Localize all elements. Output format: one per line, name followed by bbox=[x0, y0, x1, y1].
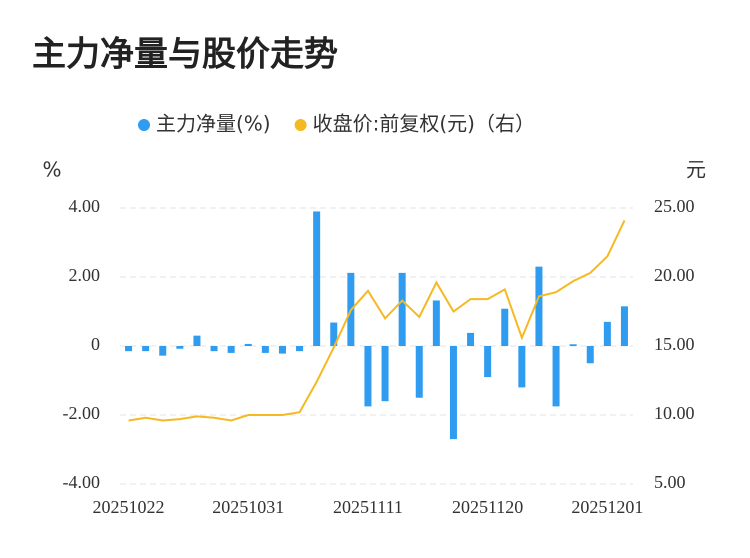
chart-title: 主力净量与股价走势 bbox=[32, 35, 338, 75]
bar bbox=[193, 335, 201, 346]
y-tick-label: -2.00 bbox=[63, 403, 101, 423]
bar bbox=[261, 346, 269, 353]
bar bbox=[518, 346, 526, 388]
bar bbox=[364, 346, 372, 407]
bar bbox=[449, 346, 457, 440]
y2-tick-label: 15.00 bbox=[654, 334, 695, 354]
price-line bbox=[128, 219, 626, 422]
bar bbox=[125, 346, 133, 352]
bar bbox=[586, 346, 594, 364]
y2-tick-label: 20.00 bbox=[654, 265, 695, 285]
bar bbox=[381, 346, 389, 402]
x-tick-label: 20251031 bbox=[212, 497, 284, 517]
x-tick-label: 20251201 bbox=[571, 497, 643, 517]
bar bbox=[227, 346, 235, 353]
bar bbox=[415, 346, 423, 398]
bar bbox=[569, 344, 577, 346]
bar bbox=[467, 332, 475, 346]
bar bbox=[535, 266, 543, 346]
legend-marker bbox=[294, 119, 307, 131]
legend-marker bbox=[138, 119, 150, 131]
x-tick-label: 20251111 bbox=[333, 497, 403, 517]
bar bbox=[432, 300, 440, 346]
bar bbox=[603, 321, 611, 346]
bar bbox=[176, 346, 184, 349]
bar bbox=[210, 346, 218, 352]
legend-label: 主力净量(%) bbox=[156, 112, 271, 136]
bar bbox=[313, 211, 321, 346]
y-tick-label: -4.00 bbox=[63, 472, 101, 492]
y-tick-label: 4.00 bbox=[69, 196, 101, 216]
bar bbox=[552, 346, 560, 407]
bar bbox=[159, 346, 167, 356]
bar bbox=[244, 343, 252, 346]
y-tick-label: 2.00 bbox=[69, 265, 101, 285]
y2-axis-label: 元 bbox=[686, 158, 706, 182]
y2-tick-label: 25.00 bbox=[654, 196, 695, 216]
bar bbox=[398, 272, 406, 346]
bar bbox=[142, 346, 150, 352]
bar bbox=[484, 346, 492, 378]
bar bbox=[620, 306, 628, 346]
bar bbox=[296, 346, 304, 352]
y-axis-label: % bbox=[42, 158, 61, 182]
legend-label: 收盘价:前复权(元)（右） bbox=[313, 112, 535, 136]
bar bbox=[501, 308, 509, 346]
x-tick-label: 20251022 bbox=[93, 497, 165, 517]
x-tick-label: 20251120 bbox=[452, 497, 523, 517]
y2-tick-label: 10.00 bbox=[654, 403, 695, 423]
bar bbox=[278, 346, 286, 354]
y-tick-label: 0 bbox=[91, 334, 100, 354]
y2-tick-label: 5.00 bbox=[654, 472, 686, 492]
bar bbox=[330, 322, 338, 346]
